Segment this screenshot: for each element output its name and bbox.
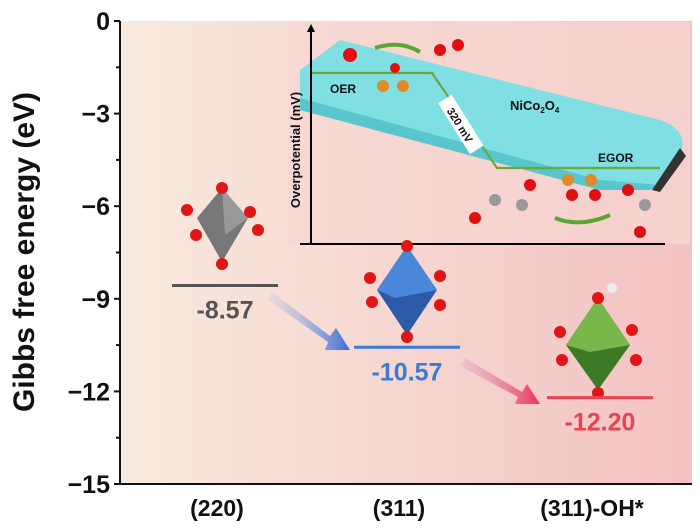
y-tick-label: −9 xyxy=(81,286,110,314)
x-tick-label: (311) xyxy=(373,495,425,521)
y-tick-label: −12 xyxy=(68,378,110,406)
x-tick-label: (311)-OH* xyxy=(540,495,644,521)
octahedron-220 xyxy=(181,182,264,270)
energy-value-label: -12.20 xyxy=(565,409,636,437)
energy-value-label: -8.57 xyxy=(197,297,254,325)
material-label: NiCo2O4 xyxy=(510,98,560,115)
y-tick-label: 0 xyxy=(96,8,110,36)
arrow-311-to-oh xyxy=(460,358,540,404)
energy-value-label: -10.57 xyxy=(372,358,443,386)
arrow-220-to-311 xyxy=(268,292,350,350)
y-axis-label: Gibbs free energy (eV) xyxy=(8,92,41,412)
oer-label: OER xyxy=(330,82,356,96)
x-tick-label: (220) xyxy=(190,495,244,521)
y-tick-label: −15 xyxy=(68,471,111,499)
egor-label: EGOR xyxy=(598,151,634,165)
slab xyxy=(300,40,683,190)
octahedron-311-oh xyxy=(554,283,642,399)
y-tick-label: −3 xyxy=(81,101,110,129)
octahedron-311 xyxy=(364,240,446,343)
y-tick-label: −6 xyxy=(81,193,110,221)
inset: Overpotential (mV) OER EGOR NiCo2O4 320 … xyxy=(288,22,690,245)
inset-y-label: Overpotential (mV) xyxy=(288,92,303,208)
